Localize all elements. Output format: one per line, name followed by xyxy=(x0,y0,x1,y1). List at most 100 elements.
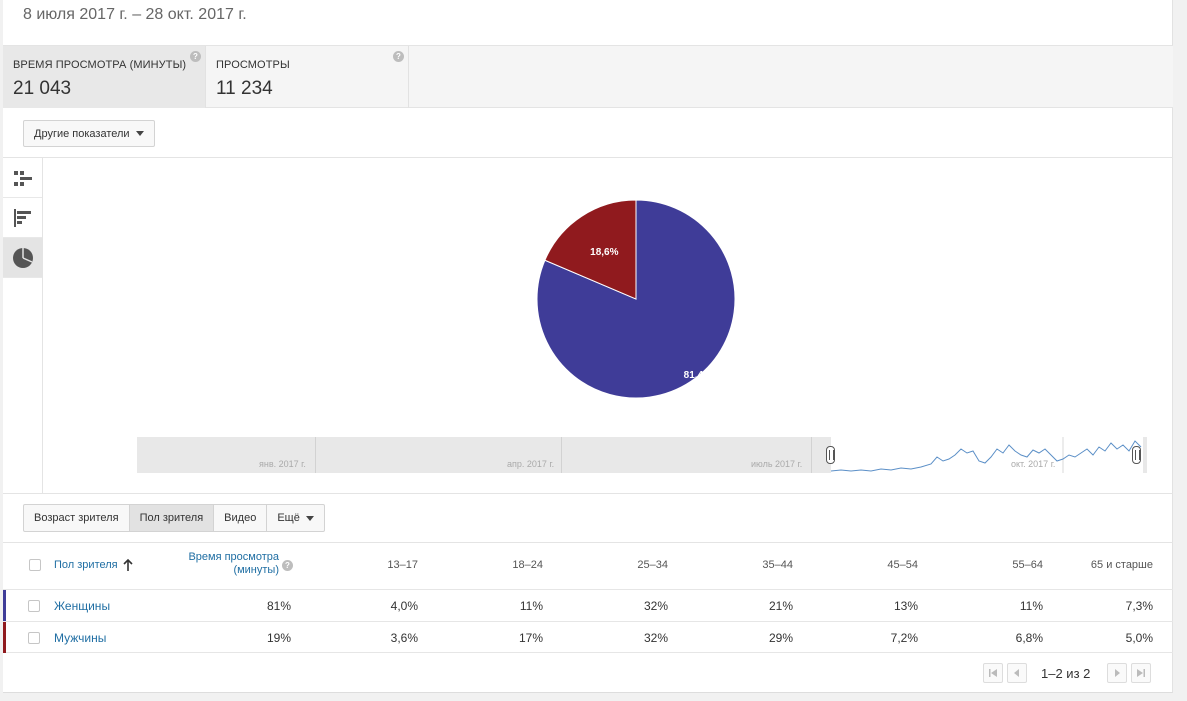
table-row[interactable]: Мужчины 19% 3,6% 17% 32% 29% 7,2% 6,8% 5… xyxy=(3,621,1173,653)
timeline-label: янв. 2017 г. xyxy=(259,459,306,469)
row-checkbox[interactable] xyxy=(28,600,40,612)
cell-watch-time: 19% xyxy=(266,631,291,645)
metric-value: 21 043 xyxy=(13,78,72,99)
cell-age: 32% xyxy=(643,631,668,645)
column-header-age[interactable]: 13–17 xyxy=(387,559,418,571)
divider xyxy=(3,542,1173,543)
cell-age: 6,8% xyxy=(1015,631,1043,645)
first-page-button[interactable] xyxy=(983,663,1003,683)
timeline-start-handle[interactable] xyxy=(826,446,835,464)
tab-label: Видео xyxy=(224,512,257,524)
metric-views[interactable]: ПРОСМОТРЫ 11 234 ? xyxy=(206,46,409,108)
date-range[interactable]: 8 июля 2017 г. – 28 окт. 2017 г. xyxy=(23,6,247,23)
pie-chart: 81,4% 18,6% xyxy=(523,186,749,412)
cell-age: 5,0% xyxy=(1125,631,1153,645)
timeline-divider xyxy=(811,437,812,473)
timeline-divider xyxy=(561,437,562,473)
table-row[interactable]: Женщины 81% 4,0% 11% 32% 21% 13% 11% 7,3… xyxy=(3,589,1173,621)
cell-age: 11% xyxy=(1019,599,1043,613)
next-page-icon xyxy=(1115,669,1120,677)
row-color-indicator xyxy=(3,590,6,621)
pie-chart-svg: 81,4% 18,6% xyxy=(536,199,736,399)
column-header-gender[interactable]: Пол зрителя xyxy=(54,559,118,571)
column-header-age[interactable]: 55–64 xyxy=(1012,559,1043,571)
metric-label: ПРОСМОТРЫ xyxy=(216,59,290,71)
tab-label: Ещё xyxy=(277,512,300,524)
column-header-age[interactable]: 35–44 xyxy=(762,559,793,571)
metric-label: ВРЕМЯ ПРОСМОТРА (МИНУТЫ) xyxy=(13,59,187,71)
first-page-icon xyxy=(989,669,997,677)
column-header-age[interactable]: 45–54 xyxy=(887,559,918,571)
row-name-link[interactable]: Женщины xyxy=(54,599,111,613)
pie-slice[interactable] xyxy=(544,199,637,300)
cell-age: 29% xyxy=(768,631,793,645)
column-header-age[interactable]: 18–24 xyxy=(512,559,543,571)
help-icon[interactable]: ? xyxy=(393,51,404,62)
last-page-icon xyxy=(1137,669,1145,677)
cell-age: 11% xyxy=(519,599,543,613)
cell-age: 17% xyxy=(518,631,543,645)
prev-page-icon xyxy=(1014,669,1019,677)
tab-more[interactable]: Ещё xyxy=(267,505,324,531)
pie-chart-icon xyxy=(12,247,33,268)
bar-chart-icon xyxy=(13,208,31,227)
tab-label: Возраст зрителя xyxy=(34,512,119,524)
row-color-indicator xyxy=(3,622,6,653)
column-header-label: (минуты) xyxy=(233,564,279,576)
tab-viewer-gender[interactable]: Пол зрителя xyxy=(129,505,215,531)
tab-label: Пол зрителя xyxy=(139,512,204,524)
timeline-end-handle[interactable] xyxy=(1132,446,1141,464)
pie-slice-label: 81,4% xyxy=(684,370,712,381)
analytics-panel: 8 июля 2017 г. – 28 окт. 2017 г. ВРЕМЯ П… xyxy=(3,0,1173,693)
pie-slice-label: 18,6% xyxy=(590,247,618,258)
multiline-chart-button[interactable] xyxy=(3,158,42,198)
timeline-label: апр. 2017 г. xyxy=(507,459,555,469)
timeline-label: окт. 2017 г. xyxy=(1011,459,1056,469)
more-metrics-label: Другие показатели xyxy=(34,127,130,140)
more-metrics-button[interactable]: Другие показатели xyxy=(23,120,155,147)
column-header-watch-time[interactable]: Время просмотра (минуты) xyxy=(171,551,293,577)
row-name-link[interactable]: Мужчины xyxy=(54,631,107,645)
tab-viewer-age[interactable]: Возраст зрителя xyxy=(24,505,130,531)
metric-watch-time[interactable]: ВРЕМЯ ПРОСМОТРА (МИНУТЫ) 21 043 ? xyxy=(3,46,206,108)
row-checkbox[interactable] xyxy=(28,632,40,644)
bar-chart-button[interactable] xyxy=(3,198,42,238)
timeline-sparkline xyxy=(830,437,1142,473)
tab-video[interactable]: Видео xyxy=(214,505,268,531)
divider xyxy=(3,157,1173,158)
timeline-selected-range[interactable]: окт. 2017 г. xyxy=(830,437,1143,473)
last-page-button[interactable] xyxy=(1131,663,1151,683)
cell-age: 7,3% xyxy=(1125,599,1153,613)
timeline-label: июль 2017 г. xyxy=(751,459,803,469)
next-page-button[interactable] xyxy=(1107,663,1127,683)
cell-watch-time: 81% xyxy=(266,599,291,613)
arrow-up-icon[interactable] xyxy=(123,558,133,571)
cell-age: 4,0% xyxy=(390,599,418,613)
timeline-navigator[interactable]: янв. 2017 г. апр. 2017 г. июль 2017 г. о… xyxy=(137,437,1147,473)
metric-value: 11 234 xyxy=(216,78,273,99)
column-header-label: Пол зрителя xyxy=(54,559,118,571)
column-header-age[interactable]: 65 и старше xyxy=(1090,559,1153,571)
cell-age: 21% xyxy=(768,599,793,613)
metrics-bar: ВРЕМЯ ПРОСМОТРА (МИНУТЫ) 21 043 ? ПРОСМО… xyxy=(3,46,1173,108)
multiline-chart-icon xyxy=(13,170,32,186)
help-icon[interactable]: ? xyxy=(190,51,201,62)
column-header-age[interactable]: 25–34 xyxy=(637,559,668,571)
dropdown-caret-icon xyxy=(135,131,144,136)
cell-age: 13% xyxy=(893,599,918,613)
column-header-label: Время просмотра xyxy=(188,551,279,563)
cell-age: 7,2% xyxy=(890,631,918,645)
pie-chart-button[interactable] xyxy=(3,238,42,278)
cell-age: 3,6% xyxy=(390,631,418,645)
select-all-checkbox[interactable] xyxy=(29,559,41,571)
divider xyxy=(3,493,1173,494)
divider xyxy=(3,45,1173,46)
timeline-divider xyxy=(315,437,316,473)
help-icon[interactable]: ? xyxy=(282,560,293,571)
prev-page-button[interactable] xyxy=(1007,663,1027,683)
dimension-tabs: Возраст зрителя Пол зрителя Видео Ещё xyxy=(23,504,325,532)
cell-age: 32% xyxy=(643,599,668,613)
dropdown-caret-icon xyxy=(305,515,314,521)
chart-type-toolbar xyxy=(3,158,43,493)
pagination-text: 1–2 из 2 xyxy=(1041,666,1091,681)
